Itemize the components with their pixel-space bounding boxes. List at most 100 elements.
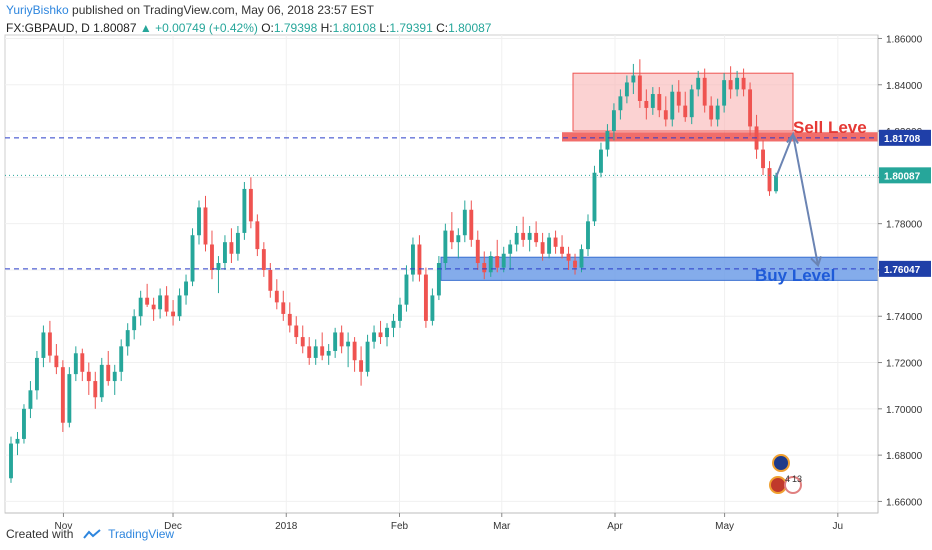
candle-body [495,256,500,268]
author-link[interactable]: YuriyBishko [6,3,69,17]
candle-body [34,357,39,391]
candle-body [436,263,441,296]
low-value: 1.79391 [389,21,433,35]
up-triangle-icon: ▲ [139,21,152,35]
candle-body [391,320,396,328]
y-tick-label: 1.84000 [886,81,923,92]
event-count: 4 [785,474,790,484]
candle-body [715,105,720,120]
y-tick-label: 1.78000 [886,220,923,231]
created-with-text: Created with [6,527,74,541]
candle-body [722,80,727,106]
candle-body [618,96,623,111]
candle-body [73,353,78,375]
candle-body [320,346,325,356]
candle-body [411,244,415,275]
candle-body [404,274,409,305]
y-tick-label: 1.72000 [886,359,923,370]
candle-body [346,341,351,347]
candle-body [689,89,694,118]
buy-level-tag-bg [879,260,931,277]
high-label: H: [320,21,333,35]
low-label: L: [379,21,390,35]
tradingview-logo-icon [82,529,101,539]
candles [9,59,778,483]
candle-body [663,110,668,120]
publish-header: YuriyBishko published on TradingView.com… [6,2,374,18]
arrow-head-up [786,132,799,145]
candle-body [300,337,305,347]
candle-body [41,332,46,358]
open-label: O: [261,21,274,35]
candle-body [112,371,117,382]
candle-body [735,77,740,90]
candle-body [248,188,253,222]
candle-body [521,232,526,240]
candle-body [443,230,448,264]
candle-body [339,332,344,347]
economic-events[interactable]: 4 13 [769,454,802,494]
flag-au-icon-2[interactable] [784,476,802,494]
y-tick-label: 1.86000 [886,34,923,45]
candle-body [359,360,364,372]
tradingview-brand[interactable]: TradingView [108,527,175,541]
candle-body [508,244,513,254]
candle-body [281,302,286,314]
candle-body [624,82,629,97]
candle-body [203,207,208,245]
annotations: Sell Leve Buy Level [755,118,867,285]
candle-body [255,221,260,250]
candle-body [9,443,13,479]
y-tick-label: 1.68000 [886,451,923,462]
candle-body [599,149,603,173]
candle-body [469,209,474,240]
candle-body [99,364,104,398]
symbol-name: FX:GBPAUD, D [6,21,90,35]
event-number: 13 [792,474,802,484]
candle-body [268,269,273,291]
candle-body [748,89,753,127]
candle-body [430,295,435,321]
footer: Created with TradingView [6,525,174,543]
candle-body [313,346,318,358]
candle-body [560,246,565,254]
levels [5,137,878,270]
candle-body [184,281,188,296]
candle-body [119,346,124,372]
candle-body [423,274,428,321]
candle-body [637,75,642,101]
candle-body [670,91,675,120]
open-value: 1.79398 [273,21,318,35]
y-tick-label: 1.74000 [886,312,923,323]
candle-body [488,256,493,273]
candle-body [352,341,357,361]
x-tick-label: 2018 [275,521,298,532]
x-tick-label: Feb [391,521,409,532]
last-price-tag-bg [879,167,931,184]
flag-au-icon[interactable] [772,454,790,472]
candle-body [709,105,714,120]
price-axis[interactable]: 1.860001.840001.820001.800001.780001.760… [877,34,931,513]
candle-body [229,242,234,254]
candle-body [15,438,20,444]
candle-body [190,235,195,282]
close-value: 1.80087 [448,21,492,35]
candle-body [372,332,376,342]
candle-body [158,295,163,310]
candle-body [741,77,746,90]
candle-body [365,341,370,372]
x-tick-label: Ju [833,521,844,532]
y-tick-label: 1.70000 [886,405,923,416]
candle-body [242,188,247,233]
symbol-line: FX:GBPAUD, D 1.80087 ▲ +0.00749 (+0.42%)… [6,20,491,36]
flag-uk-icon[interactable] [769,476,787,494]
x-tick-label: May [715,521,734,532]
candle-body [47,332,52,356]
sell-level-label: Sell Leve [793,118,867,137]
candle-body [605,131,610,150]
time-axis[interactable]: Nov Dec 2018 Feb Mar Apr May Ju [5,512,878,532]
candle-body [482,263,487,273]
candle-body [566,253,571,261]
candle-body [611,110,616,132]
